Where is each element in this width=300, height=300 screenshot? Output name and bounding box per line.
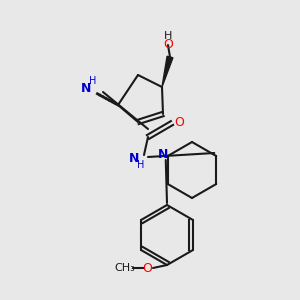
Text: H: H: [89, 76, 97, 86]
Text: O: O: [142, 262, 152, 275]
Text: O: O: [163, 38, 173, 50]
Polygon shape: [162, 56, 173, 87]
Text: N: N: [129, 152, 139, 164]
Text: H: H: [137, 160, 145, 170]
Text: O: O: [174, 116, 184, 130]
Text: N: N: [158, 148, 168, 160]
Text: H: H: [164, 31, 172, 41]
Text: N: N: [81, 82, 91, 94]
Text: CH₃: CH₃: [115, 263, 135, 273]
